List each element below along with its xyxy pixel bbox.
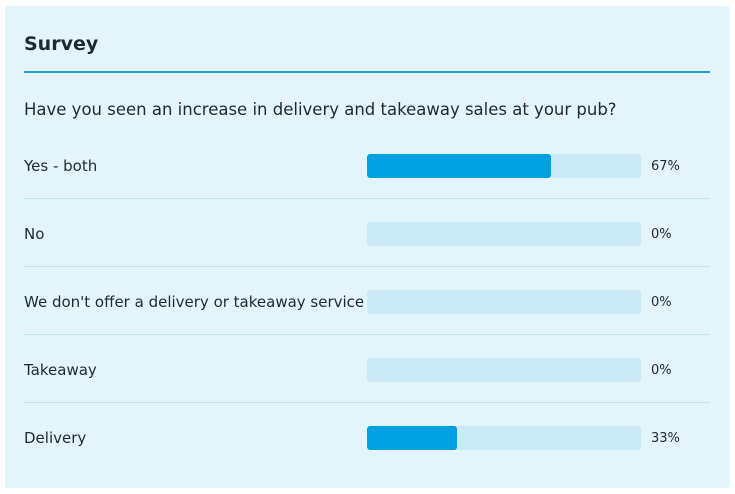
option-label: Delivery	[24, 429, 87, 447]
survey-option-no-service: We don't offer a delivery or takeaway se…	[24, 267, 710, 335]
option-label: Yes - both	[24, 157, 98, 175]
survey-options: Yes - both 67% No 0% We don't offer a de…	[24, 131, 710, 471]
survey-option-delivery: Delivery 33%	[24, 403, 710, 471]
result-bar-track	[367, 426, 641, 450]
option-label: No	[24, 225, 45, 243]
result-bar-track	[367, 358, 641, 382]
result-bar-fill	[367, 154, 551, 178]
survey-option-takeaway: Takeaway 0%	[24, 335, 710, 403]
result-bar-track	[367, 154, 641, 178]
survey-option-no: No 0%	[24, 199, 710, 267]
option-percent: 33%	[651, 431, 680, 446]
option-label: We don't offer a delivery or takeaway se…	[24, 293, 365, 311]
option-percent: 0%	[651, 227, 672, 242]
survey-question: Have you seen an increase in delivery an…	[24, 100, 617, 119]
result-bar-track	[367, 290, 641, 314]
title-divider	[24, 71, 710, 73]
result-bar-track	[367, 222, 641, 246]
survey-card: Survey Have you seen an increase in deli…	[5, 6, 730, 488]
option-percent: 0%	[651, 363, 672, 378]
option-percent: 67%	[651, 159, 680, 174]
survey-option-yes-both: Yes - both 67%	[24, 131, 710, 199]
option-percent: 0%	[651, 295, 672, 310]
option-label: Takeaway	[24, 361, 97, 379]
result-bar-fill	[367, 426, 458, 450]
survey-title: Survey	[24, 33, 99, 55]
